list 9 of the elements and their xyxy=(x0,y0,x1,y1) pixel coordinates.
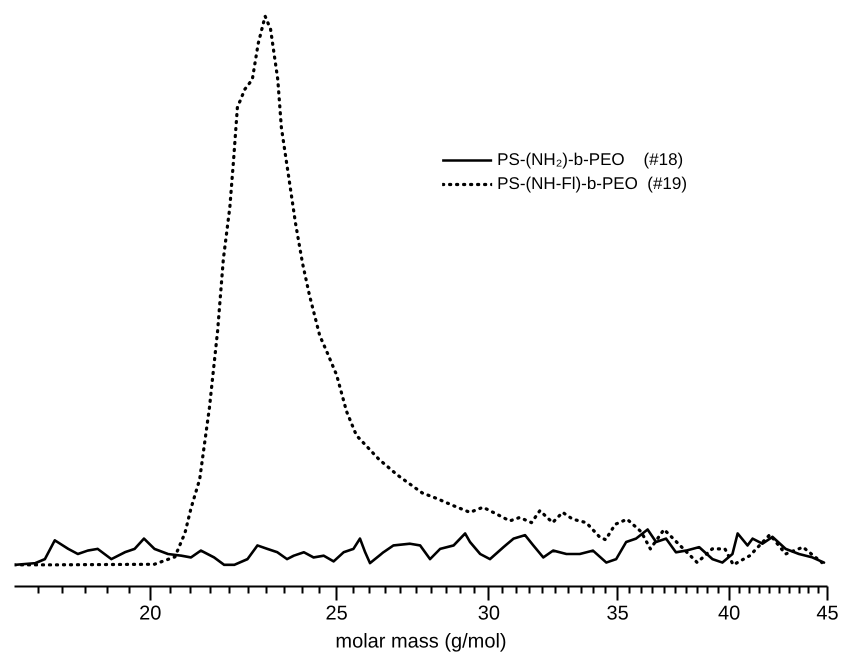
x-tick-label: 30 xyxy=(478,602,500,624)
x-axis-title: molar mass (g/mol) xyxy=(335,630,507,652)
x-tick-label: 40 xyxy=(718,602,740,624)
legend-label: PS-(NH-Fl)-b-PEO (#19) xyxy=(497,174,687,194)
legend-label: PS-(NH₂)-b-PEO (#18) xyxy=(497,150,684,170)
x-tick-label: 35 xyxy=(606,602,629,624)
x-tick-label: 25 xyxy=(325,602,348,624)
x-tick-label: 45 xyxy=(816,602,839,624)
x-tick-label: 20 xyxy=(139,602,162,624)
